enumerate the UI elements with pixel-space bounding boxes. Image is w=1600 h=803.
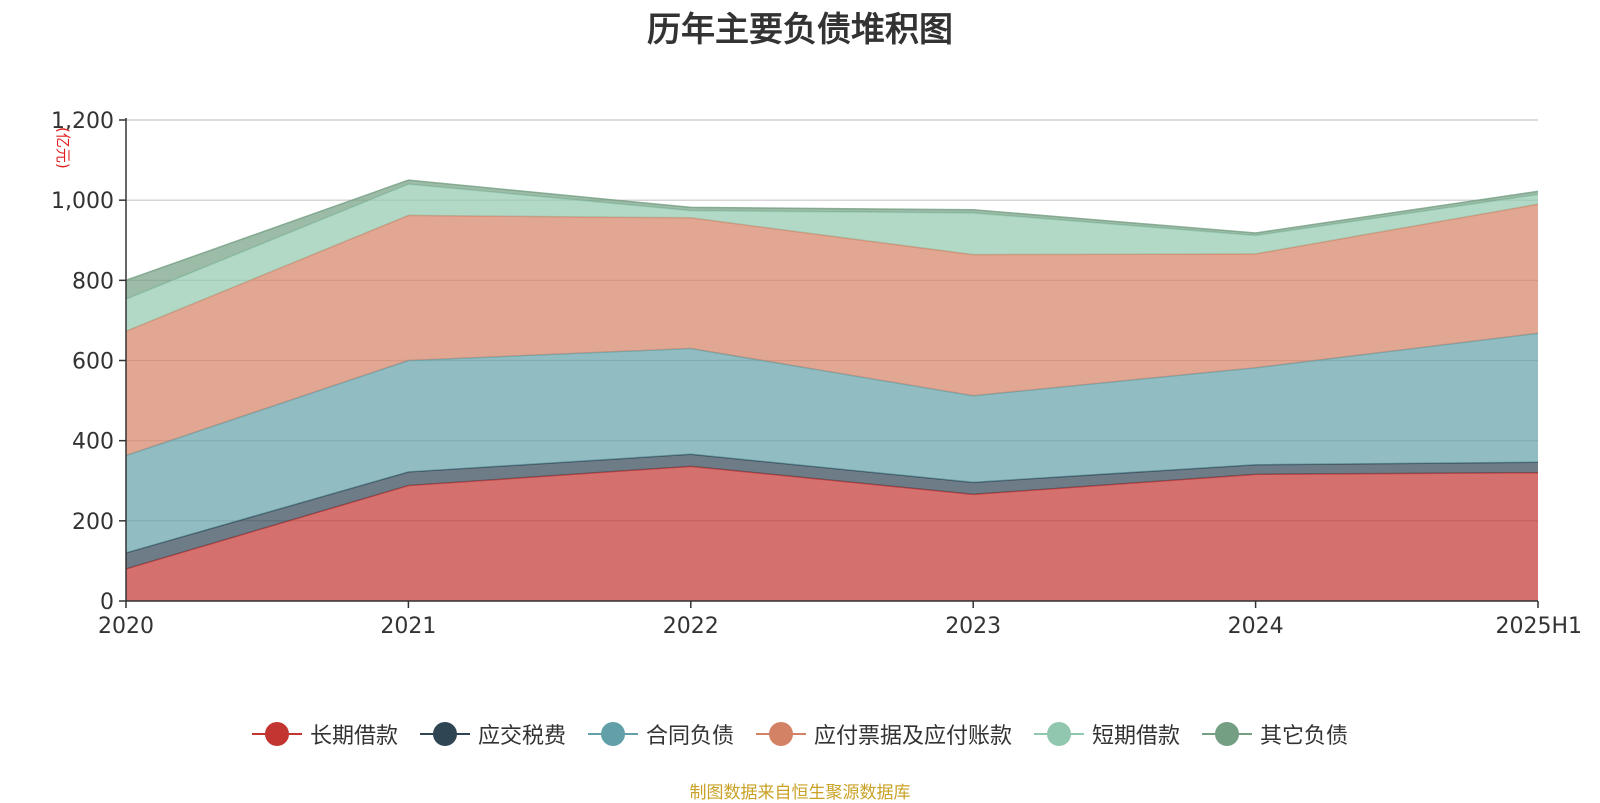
legend: 长期借款 应交税费 合同负债 应付票据及应付账款 短期借款 其它负债: [0, 718, 1600, 750]
tick-labels: 0 200 400 600 800 1,000 1,200 2020 2021 2022 2023 2…: [51, 109, 1582, 639]
legend-marker-icon: [1202, 721, 1253, 747]
legend-label: 其它负债: [1260, 724, 1349, 749]
legend-item[interactable]: 应付票据及应付账款: [756, 718, 1012, 750]
legend-label: 短期借款: [1092, 724, 1181, 749]
area-应付票据及应付账款[interactable]: [126, 204, 1538, 456]
source-note: 制图数据来自恒生聚源数据库: [689, 783, 911, 803]
legend-marker-icon: [587, 721, 638, 747]
legend-marker-icon: [419, 721, 470, 747]
line-其它负债: [125, 179, 1539, 282]
stacked-area-chart: 0 200 400 600 800 1,000 1,200 2020 2021 2022 2023 2…: [51, 109, 1582, 639]
y-tick-label: 0: [100, 590, 114, 615]
x-tick-label: 2023: [945, 614, 1001, 639]
area-长期借款[interactable]: [126, 466, 1538, 601]
legend-marker-icon: [251, 721, 302, 747]
x-tick-label: 2025H1: [1495, 614, 1582, 639]
chart-title: 历年主要负债堆积图: [647, 10, 953, 50]
area-短期借款[interactable]: [126, 184, 1538, 332]
legend-item[interactable]: 合同负债: [587, 718, 734, 750]
y-tick-label: 400: [72, 430, 114, 455]
legend-item[interactable]: 短期借款: [1034, 718, 1180, 750]
legend-label: 应付票据及应付账款: [814, 724, 1013, 749]
legend-marker-icon: [1034, 721, 1085, 747]
legend-label: 应交税费: [477, 724, 566, 749]
x-tick-label: 2020: [98, 614, 154, 639]
y-tick-label: 1,200: [51, 109, 114, 134]
y-tick-label: 200: [72, 510, 114, 535]
legend-item[interactable]: 应交税费: [419, 718, 566, 750]
area-合同负债[interactable]: [126, 333, 1538, 553]
area-应交税费[interactable]: [126, 454, 1538, 569]
y-tick-label: 800: [72, 269, 114, 294]
x-tick-label: 2024: [1228, 614, 1284, 639]
legend-item[interactable]: 长期借款: [251, 718, 398, 750]
legend-label: 长期借款: [309, 724, 398, 749]
legend-marker-icon: [756, 721, 806, 747]
y-axis-unit-label: (亿元): [54, 127, 72, 169]
legend-label: 合同负债: [645, 724, 734, 749]
x-tick-label: 2021: [380, 614, 436, 639]
y-tick-label: 1,000: [51, 189, 114, 214]
y-tick-label: 600: [72, 350, 114, 375]
series-areas: [125, 179, 1539, 601]
legend-item[interactable]: 其它负债: [1202, 718, 1348, 750]
x-tick-label: 2022: [663, 614, 719, 639]
